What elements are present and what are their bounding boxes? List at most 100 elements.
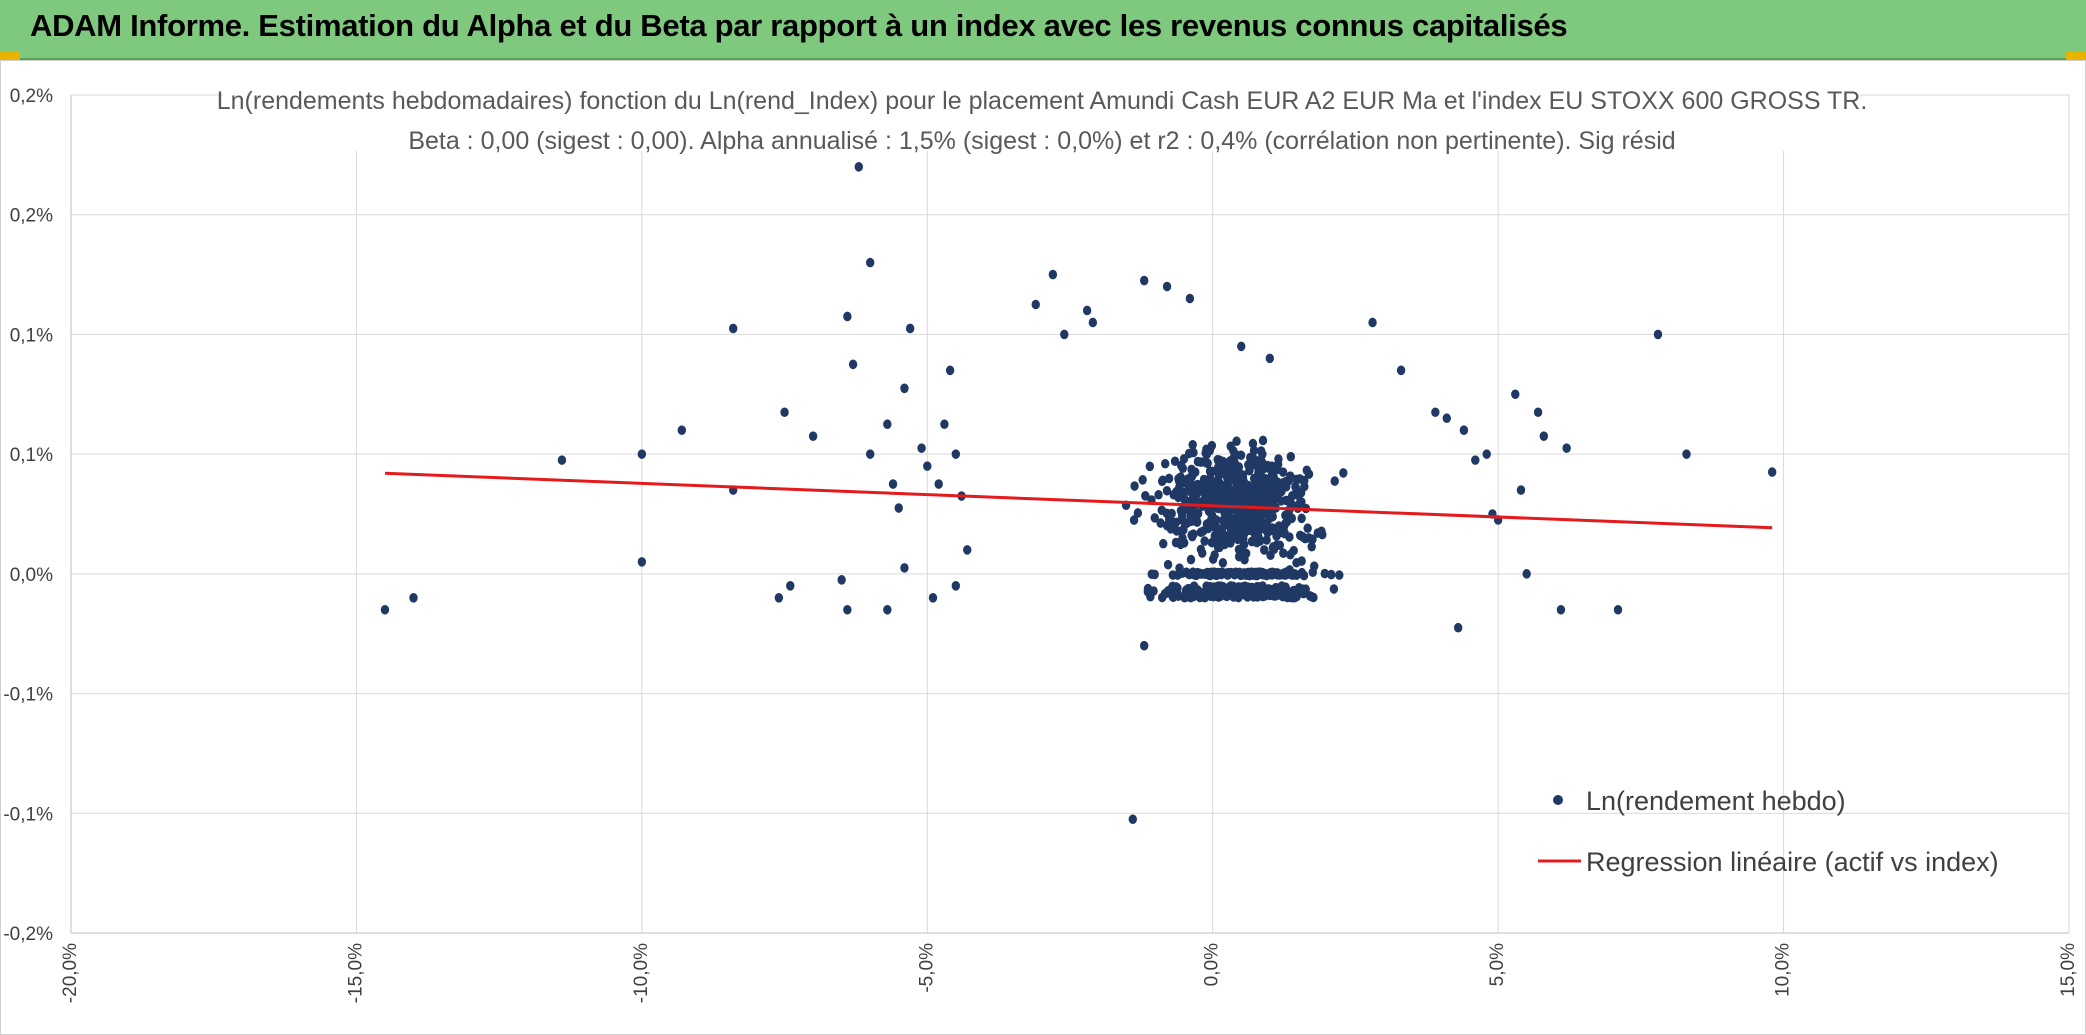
scatter-point: [637, 449, 647, 459]
y-tick-label: -0,1%: [3, 804, 53, 825]
scatter-point: [1210, 480, 1219, 490]
scatter-point: [1273, 464, 1282, 475]
scatter-point: [1232, 436, 1241, 447]
scatter-point: [1291, 483, 1301, 494]
scatter-point: [1167, 508, 1176, 519]
scatter-point: [1556, 604, 1566, 615]
scatter-point: [1263, 460, 1272, 471]
scatter-point: [843, 311, 852, 322]
scatter-point: [1286, 451, 1295, 462]
scatter-point: [1258, 435, 1268, 446]
scatter-point: [1219, 568, 1228, 578]
scatter-point: [1516, 485, 1526, 495]
y-tick-label: 0,1%: [10, 325, 53, 346]
x-tick-label: -15,0%: [345, 943, 366, 1003]
scatter-point: [728, 323, 738, 334]
scatter-point: [1128, 814, 1137, 825]
scatter-point: [1281, 570, 1290, 580]
scatter-point: [1267, 525, 1276, 536]
scatter-point: [894, 503, 903, 513]
scatter-point: [1204, 505, 1213, 516]
scatter-point: [1287, 491, 1297, 501]
scatter-point: [1281, 510, 1290, 521]
scatter-point: [1219, 515, 1228, 525]
scatter-point: [1164, 473, 1174, 484]
scatter-point: [1060, 329, 1069, 340]
scatter-point: [1170, 456, 1180, 467]
scatter-point: [1275, 522, 1284, 532]
scatter-point: [1335, 570, 1344, 580]
scatter-point: [1237, 341, 1246, 352]
scatter-point: [780, 407, 789, 418]
scatter-point: [1327, 569, 1336, 580]
scatter-point: [1292, 557, 1301, 568]
y-tick-label: 0,1%: [10, 445, 53, 466]
scatter-point: [1539, 431, 1549, 441]
x-tick-label: -5,0%: [916, 943, 937, 993]
scatter-point: [1268, 511, 1277, 522]
scatter-point: [1233, 478, 1242, 488]
scatter-point: [1287, 513, 1297, 524]
scatter-point: [1471, 455, 1480, 465]
y-tick-label: -0,2%: [3, 924, 53, 945]
scatter-point: [677, 425, 687, 436]
scatter-point: [1247, 536, 1257, 547]
scatter-point: [1231, 450, 1241, 460]
scatter-point: [1156, 518, 1165, 528]
scatter-point: [1320, 568, 1329, 579]
scatter-point: [1150, 513, 1159, 523]
scatter-point: [1193, 456, 1203, 467]
scatter-point: [409, 593, 418, 603]
scatter-point: [888, 479, 898, 489]
scatter-point: [1279, 477, 1288, 488]
scatter-point: [1160, 458, 1170, 469]
scatter-point: [1224, 483, 1233, 494]
scatter-point: [1218, 589, 1228, 599]
scatter-point: [1653, 329, 1663, 340]
scatter-point: [1682, 449, 1691, 459]
scatter-point: [1177, 568, 1187, 579]
scatter-point: [1304, 533, 1313, 543]
scatter-point: [1224, 463, 1233, 474]
chart-axes: [70, 95, 2069, 934]
scatter-point: [1210, 490, 1219, 501]
scatter-point: [1522, 569, 1531, 579]
scatter-point: [1285, 532, 1294, 542]
scatter-point: [1281, 495, 1291, 506]
scatter-point: [1613, 604, 1623, 615]
scatter-point: [1303, 523, 1312, 534]
scatter-point: [1207, 537, 1217, 548]
scatter-point: [1210, 589, 1220, 600]
scatter-point: [1048, 269, 1058, 280]
scatter-point: [1368, 317, 1377, 328]
scatter-point: [1262, 535, 1271, 545]
scatter-point: [1182, 585, 1191, 595]
regression-line: [384, 471, 1773, 530]
scatter-point: [1231, 495, 1240, 506]
scatter-point: [934, 479, 943, 489]
report-header: ADAM Informe. Estimation du Alpha et du …: [0, 0, 2086, 60]
scatter-point: [900, 383, 909, 394]
title-backdrop: [223, 83, 1859, 151]
scatter-point: [1260, 519, 1270, 529]
chart-grid: [70, 94, 2070, 934]
scatter-point: [1274, 454, 1283, 464]
scatter-point: [1147, 569, 1156, 579]
scatter-point: [1562, 443, 1571, 453]
scatter-point: [1254, 589, 1263, 599]
scatter-point: [1246, 458, 1255, 468]
scatter-point: [1133, 508, 1143, 518]
scatter-point: [1198, 548, 1207, 558]
scatter-point: [1140, 275, 1149, 286]
scatter-point: [917, 443, 926, 453]
scatter-point: [1138, 475, 1147, 485]
scatter-point: [1213, 454, 1222, 465]
data-points: [380, 162, 1777, 825]
scatter-point: [1247, 567, 1256, 577]
scatter-point: [1205, 445, 1214, 456]
scatter-point: [1246, 525, 1255, 536]
right-corner-marker: [2066, 52, 2086, 60]
scatter-point: [380, 604, 390, 615]
scatter-point: [1234, 544, 1244, 555]
scatter-point: [557, 455, 567, 465]
